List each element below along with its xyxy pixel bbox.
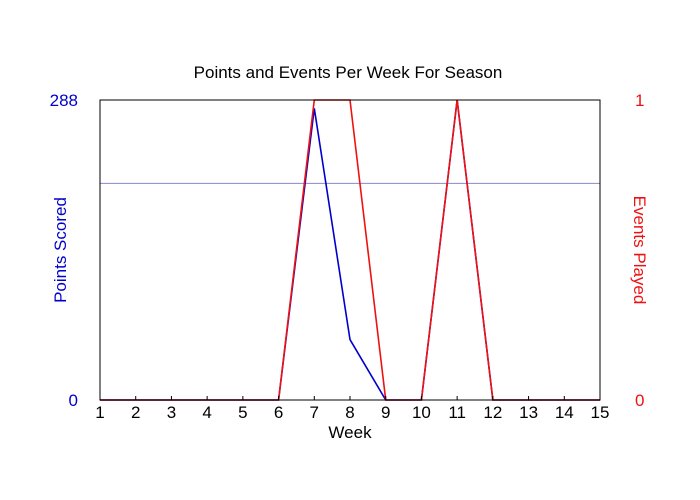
x-tick-label: 6 [274,403,283,422]
x-axis-label: Week [328,423,372,442]
left-y-tick-label: 0 [69,391,78,410]
events-played-series-line [100,99,600,401]
x-tick-label: 2 [131,403,140,422]
right-y-axis-label: Events Played [630,196,649,305]
x-tick-label: 7 [310,403,319,422]
right-y-tick-label: 0 [635,391,644,410]
x-tick-label: 8 [345,403,354,422]
points-scored-series-line [100,99,600,401]
right-y-tick-label: 1 [635,91,644,110]
series-layer [100,99,600,401]
x-tick-label: 15 [591,403,610,422]
x-tick-label: 12 [483,403,502,422]
x-tick-label: 14 [555,403,574,422]
x-tick-label: 13 [519,403,538,422]
x-tick-label: 1 [95,403,104,422]
left-y-tick-label: 288 [50,91,78,110]
left-y-axis-label: Points Scored [51,197,70,303]
x-tick-label: 4 [202,403,211,422]
x-tick-label: 10 [412,403,431,422]
x-tick-label: 3 [167,403,176,422]
x-tick-label: 11 [448,403,466,422]
x-tick-label: 5 [238,403,247,422]
plot-area-frame [99,99,601,401]
chart-title: Points and Events Per Week For Season [194,63,503,82]
x-tick-label: 9 [381,403,390,422]
y-axis-ticks: 0 288 0 1 [50,91,645,410]
x-axis-ticks: 1 2 3 4 5 6 7 8 9 10 11 12 13 14 15 [95,396,609,422]
